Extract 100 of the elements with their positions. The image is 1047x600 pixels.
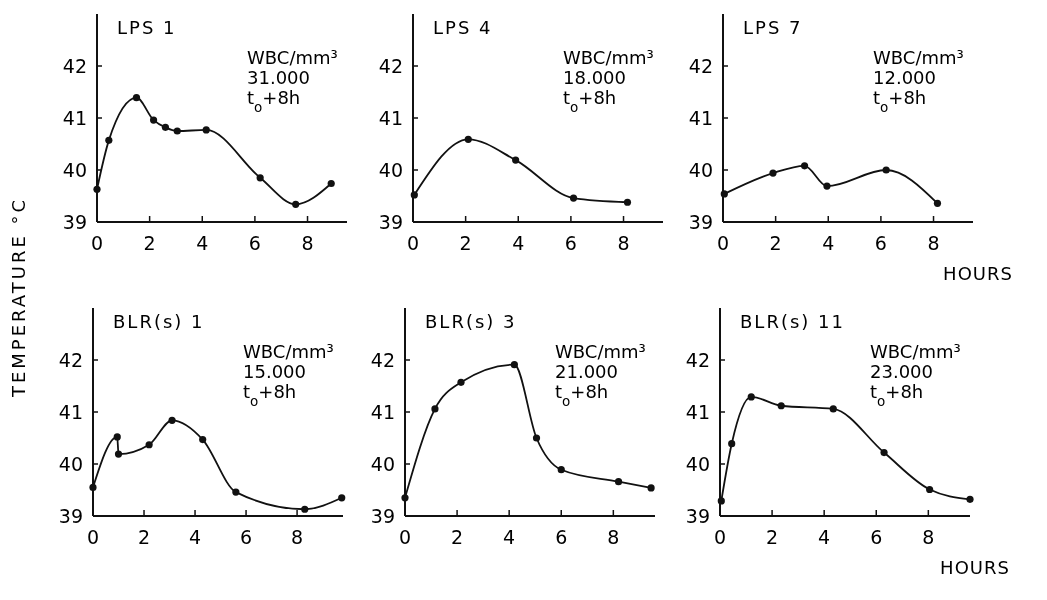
point: [431, 405, 439, 413]
point: [149, 116, 158, 124]
point: [401, 494, 409, 502]
point: [747, 393, 755, 401]
annotation: 23.000: [870, 361, 933, 382]
point: [173, 127, 181, 135]
point: [777, 402, 785, 410]
annotation: 31.000: [247, 67, 310, 88]
y-tick-label: 41: [58, 400, 83, 423]
point: [161, 123, 170, 131]
chart-title: BLR(s) 11: [740, 311, 845, 332]
x-tick-label: 8: [922, 526, 935, 548]
point: [569, 194, 578, 202]
point: [132, 94, 141, 102]
x-tick-label: 2: [143, 232, 156, 254]
y-tick-label: 41: [378, 106, 403, 129]
point: [769, 169, 777, 177]
point: [464, 135, 472, 143]
x-tick-label: 8: [617, 232, 630, 254]
point: [232, 488, 240, 496]
y-tick-label: 41: [685, 400, 710, 423]
point: [202, 126, 210, 134]
point: [168, 416, 176, 424]
point: [114, 450, 123, 458]
point: [256, 174, 264, 182]
x-tick-label: 8: [301, 232, 314, 254]
chart-title: LPS 4: [433, 17, 493, 38]
point: [512, 156, 520, 164]
y-tick-label: 42: [370, 348, 395, 371]
y-tick-label: 41: [62, 106, 87, 129]
y-tick-label: 39: [370, 504, 395, 527]
y-tick-label: 40: [378, 158, 403, 181]
chart-title: LPS 7: [743, 17, 803, 38]
point: [145, 441, 153, 449]
x-tick-label: 4: [503, 526, 516, 548]
point: [338, 494, 346, 502]
point: [647, 484, 655, 492]
point: [105, 136, 113, 144]
x-tick-label: 6: [564, 232, 577, 254]
x-tick-label: 0: [716, 232, 730, 254]
y-tick-label: 39: [58, 504, 83, 527]
x-tick-label: 6: [240, 526, 253, 548]
point: [301, 505, 309, 513]
point: [800, 162, 809, 170]
annotation: t$_{o}$+8h: [247, 87, 301, 115]
x-tick-label: 2: [459, 232, 472, 254]
x-tick-label: 0: [713, 526, 727, 548]
annotation: t$_{o}$+8h: [243, 381, 297, 409]
point: [614, 478, 623, 486]
y-tick-label: 42: [685, 348, 710, 371]
y-axis-title: TEMPERATURE °C: [8, 196, 29, 399]
point: [829, 405, 837, 413]
x-tick-label: 6: [248, 232, 261, 254]
point: [327, 179, 335, 188]
x-tick-label: 4: [818, 526, 831, 548]
x-tick-label: 6: [555, 526, 568, 548]
point: [510, 361, 518, 369]
y-tick-label: 42: [62, 54, 87, 77]
y-tick-label: 41: [688, 106, 713, 129]
y-tick-label: 39: [685, 504, 710, 527]
annotation: WBC/mm³: [870, 341, 961, 362]
point: [89, 483, 97, 491]
x-tick-label: 0: [86, 526, 100, 548]
point: [717, 497, 725, 505]
annotation: WBC/mm³: [555, 341, 646, 362]
y-tick-label: 39: [688, 210, 713, 233]
y-tick-label: 40: [62, 158, 87, 181]
point: [199, 435, 207, 444]
point: [728, 440, 736, 448]
point: [623, 198, 632, 206]
x-tick-label: 2: [137, 526, 151, 548]
point: [532, 434, 541, 442]
x-tick-label: 0: [406, 232, 420, 254]
x-tick-label: 4: [822, 232, 835, 254]
chart-title: BLR(s) 1: [113, 311, 205, 332]
point: [557, 466, 565, 474]
point: [292, 200, 300, 208]
annotation: t$_{o}$+8h: [563, 87, 617, 115]
annotation: WBC/mm³: [243, 341, 334, 362]
x-axis-title: HOURS: [940, 557, 1010, 578]
point: [933, 199, 942, 207]
annotation: WBC/mm³: [247, 47, 338, 68]
y-tick-label: 40: [688, 158, 713, 181]
x-tick-label: 2: [451, 526, 464, 548]
annotation: 15.000: [243, 361, 306, 382]
y-tick-label: 40: [685, 452, 710, 475]
x-tick-label: 4: [512, 232, 525, 254]
x-tick-label: 0: [90, 232, 104, 254]
x-tick-label: 4: [196, 232, 209, 254]
chart-title: BLR(s) 3: [425, 311, 517, 332]
annotation: WBC/mm³: [563, 47, 654, 68]
x-tick-label: 4: [188, 526, 202, 548]
y-tick-label: 39: [62, 210, 87, 233]
annotation: 12.000: [873, 67, 936, 88]
point: [113, 433, 121, 441]
point: [93, 185, 101, 193]
x-tick-label: 8: [291, 526, 304, 548]
point: [926, 485, 934, 494]
point: [457, 378, 465, 386]
x-tick-label: 8: [607, 526, 620, 548]
